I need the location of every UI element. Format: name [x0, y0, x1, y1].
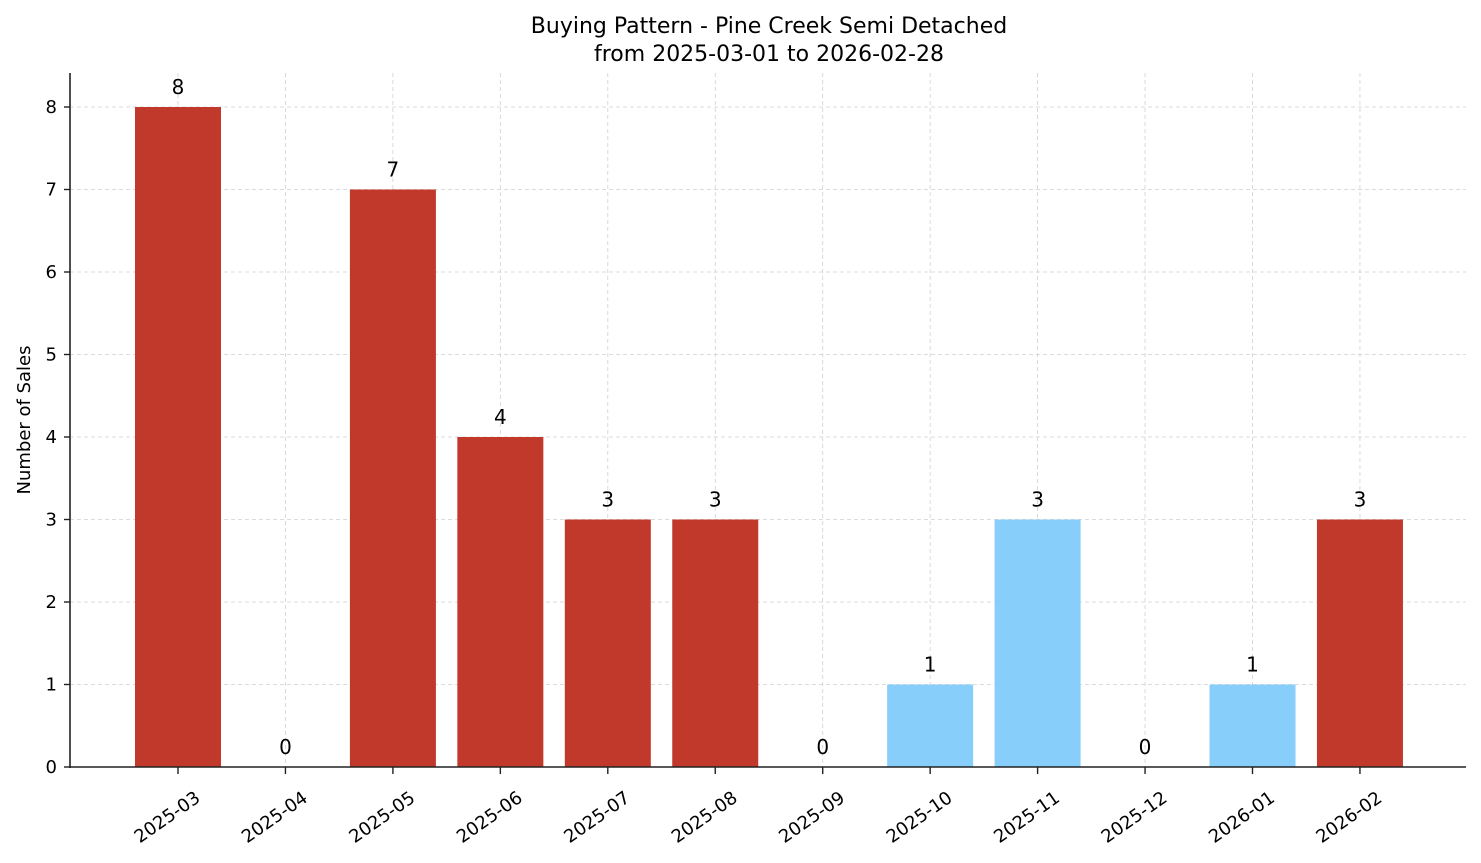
bar-value-label: 3: [709, 488, 722, 512]
x-tick-label: 2025-10: [883, 787, 957, 847]
x-tick-label: 2025-12: [1098, 787, 1172, 847]
bar-value-label: 0: [279, 735, 292, 759]
y-tick-label: 5: [46, 345, 57, 366]
bar-value-label: 7: [387, 158, 400, 182]
bar-2025-11: [994, 519, 1081, 767]
x-tick-label: 2025-07: [560, 787, 634, 847]
x-tick-label: 2025-05: [345, 787, 419, 847]
bar-value-label: 1: [1246, 653, 1259, 677]
y-tick-label: 4: [46, 427, 57, 448]
bar-2025-05: [349, 189, 436, 767]
x-tick-label: 2025-03: [131, 787, 205, 847]
x-tick-label: 2026-01: [1205, 787, 1279, 847]
y-tick-label: 7: [46, 180, 57, 201]
bar-value-label: 3: [1354, 488, 1367, 512]
y-tick-label: 3: [46, 510, 57, 531]
x-tick-label: 2025-11: [990, 787, 1064, 847]
bar-2025-10: [887, 684, 974, 767]
chart-subtitle: from 2025-03-01 to 2026-02-28: [594, 42, 944, 67]
y-tick-label: 6: [46, 262, 57, 283]
bar-value-label: 3: [1031, 488, 1044, 512]
x-tick-label: 2025-06: [453, 787, 527, 847]
y-ticks: 0 1 2 3 4 5 6 7 8: [46, 97, 70, 778]
bar-2025-06: [457, 437, 544, 767]
y-tick-label: 8: [46, 97, 57, 118]
bar-value-label: 3: [601, 488, 614, 512]
bar-value-label: 0: [816, 735, 829, 759]
bar-value-label: 8: [172, 75, 185, 99]
y-axis-label: Number of Sales: [14, 345, 35, 494]
bar-2025-08: [672, 519, 759, 767]
x-tick-label: 2025-09: [775, 787, 849, 847]
y-tick-label: 1: [46, 675, 57, 696]
bar-value-label: 1: [924, 653, 937, 677]
x-ticks: 2025-03 2025-04 2025-05 2025-06 2025-07 2025-…: [131, 767, 1386, 848]
bar-value-label: 0: [1139, 735, 1152, 759]
x-tick-label: 2025-04: [238, 787, 312, 847]
x-tick-label: 2026-02: [1312, 787, 1386, 847]
bar-2026-02: [1316, 519, 1403, 767]
bar-value-label: 4: [494, 405, 507, 429]
x-tick-label: 2025-08: [668, 787, 742, 847]
bars: 8 0 7 4 3 3 0 1 3 0 1 3: [135, 75, 1403, 767]
y-tick-label: 0: [46, 757, 57, 778]
bar-2025-03: [135, 107, 221, 767]
y-tick-label: 2: [46, 592, 57, 613]
bar-2026-01: [1209, 684, 1296, 767]
chart-title: Buying Pattern - Pine Creek Semi Detache…: [531, 14, 1007, 39]
bar-2025-07: [564, 519, 651, 767]
